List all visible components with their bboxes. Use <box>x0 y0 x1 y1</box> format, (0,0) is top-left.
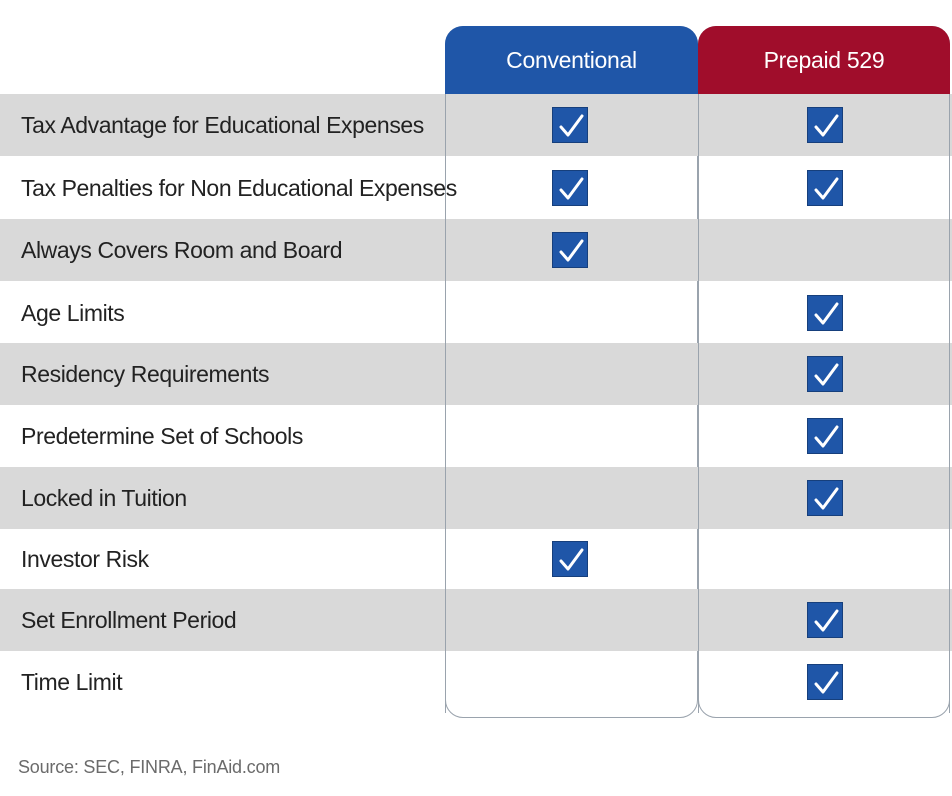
checkbox-checked-icon <box>807 418 843 454</box>
checkbox-checked-icon <box>552 541 588 577</box>
column-header-prepaid: Prepaid 529 <box>698 26 950 94</box>
checkbox-checked-icon <box>807 480 843 516</box>
column-divider <box>949 589 950 651</box>
column-divider <box>698 467 699 529</box>
column-divider <box>949 282 950 344</box>
table-row: Investor Risk <box>0 528 952 590</box>
column-divider <box>445 219 446 281</box>
column-divider <box>445 467 446 529</box>
checkbox-checked-icon <box>552 232 588 268</box>
checkbox-checked-icon <box>552 107 588 143</box>
column-divider <box>698 157 699 219</box>
column-divider <box>698 405 699 467</box>
column-divider <box>698 528 699 590</box>
table-row: Residency Requirements <box>0 343 952 405</box>
column-divider <box>445 589 446 651</box>
column-divider <box>949 343 950 405</box>
row-label: Age Limits <box>21 299 125 326</box>
row-label: Always Covers Room and Board <box>21 236 343 263</box>
column-divider <box>949 651 950 713</box>
column-divider <box>445 94 446 156</box>
column-divider <box>445 157 446 219</box>
table-row: Set Enrollment Period <box>0 589 952 651</box>
table-row: Always Covers Room and Board <box>0 219 952 281</box>
checkbox-checked-icon <box>807 107 843 143</box>
column-divider <box>698 94 699 156</box>
column-divider <box>698 219 699 281</box>
source-note: Source: SEC, FINRA, FinAid.com <box>18 757 281 777</box>
column-divider <box>445 282 446 344</box>
column-divider <box>445 528 446 590</box>
column-header-conventional-label: Conventional <box>506 46 637 73</box>
row-label: Residency Requirements <box>21 360 270 387</box>
table-row: Locked in Tuition <box>0 467 952 529</box>
table-row: Tax Advantage for Educational Expenses <box>0 94 952 156</box>
row-label: Tax Penalties for Non Educational Expens… <box>21 174 457 201</box>
table-row: Time Limit <box>0 651 952 713</box>
checkbox-checked-icon <box>807 356 843 392</box>
column-divider <box>949 405 950 467</box>
column-header-conventional: Conventional <box>445 26 698 94</box>
table-row: Tax Penalties for Non Educational Expens… <box>0 157 952 219</box>
column-divider <box>949 528 950 590</box>
row-label: Locked in Tuition <box>21 484 187 511</box>
column-divider <box>698 282 699 344</box>
column-divider <box>698 651 699 713</box>
column-divider <box>949 157 950 219</box>
checkbox-checked-icon <box>807 170 843 206</box>
row-label: Predetermine Set of Schools <box>21 422 303 449</box>
column-divider <box>949 467 950 529</box>
table-row: Age Limits <box>0 282 952 344</box>
column-divider <box>698 343 699 405</box>
column-divider <box>949 219 950 281</box>
checkbox-checked-icon <box>552 170 588 206</box>
table-row: Predetermine Set of Schools <box>0 405 952 467</box>
column-divider <box>445 405 446 467</box>
column-divider <box>445 651 446 713</box>
row-label: Tax Advantage for Educational Expenses <box>21 111 424 138</box>
row-label: Time Limit <box>21 668 123 695</box>
checkbox-checked-icon <box>807 664 843 700</box>
column-divider <box>698 589 699 651</box>
checkbox-checked-icon <box>807 602 843 638</box>
row-label: Investor Risk <box>21 545 149 572</box>
row-label: Set Enrollment Period <box>21 606 237 633</box>
column-header-prepaid-label: Prepaid 529 <box>763 46 885 73</box>
column-divider <box>949 94 950 156</box>
checkbox-checked-icon <box>807 295 843 331</box>
column-divider <box>445 343 446 405</box>
